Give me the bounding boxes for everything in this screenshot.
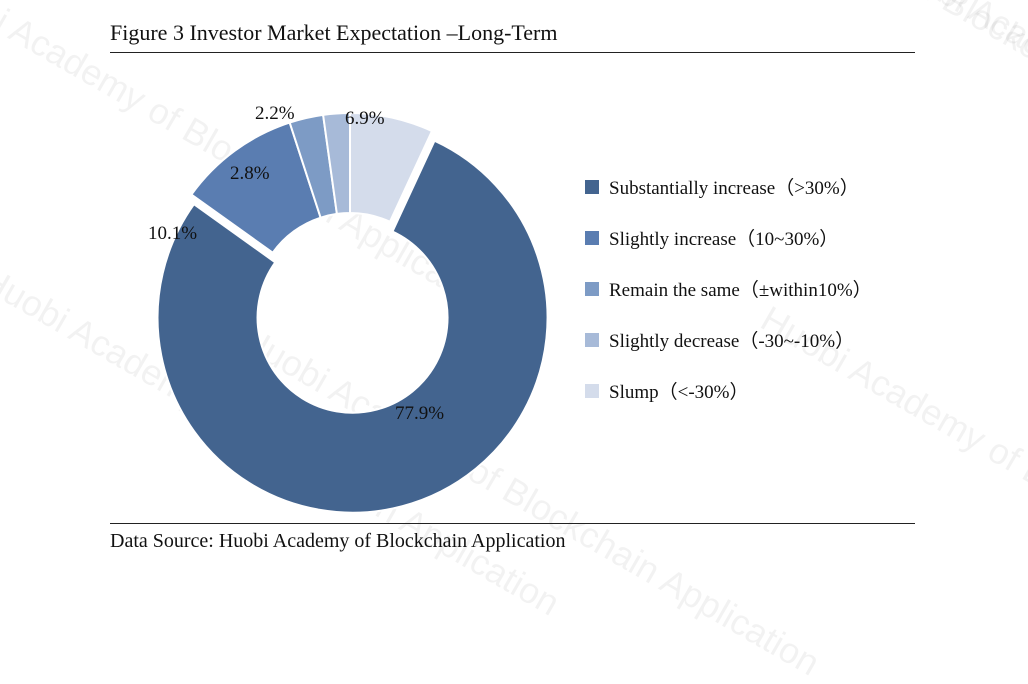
slice-value-label: 10.1% [148, 223, 197, 245]
legend-item: Substantially increase（>30%） [585, 173, 872, 200]
legend-label: Remain the same（±within10%） [609, 275, 872, 302]
legend-swatch [585, 384, 599, 398]
slice-value-label: 77.9% [395, 403, 444, 425]
legend-swatch [585, 282, 599, 296]
legend: Substantially increase（>30%） Slightly inc… [585, 173, 872, 428]
slice-value-label: 6.9% [345, 108, 385, 130]
legend-item: Remain the same（±within10%） [585, 275, 872, 302]
figure-title: Figure 3 Investor Market Expectation –Lo… [110, 20, 915, 52]
donut-chart [150, 93, 570, 538]
legend-swatch [585, 333, 599, 347]
legend-item: Slightly increase（10~30%） [585, 224, 872, 251]
legend-label: Slightly increase（10~30%） [609, 224, 838, 251]
legend-swatch [585, 180, 599, 194]
chart-area: 6.9% 77.9% 10.1% 2.8% 2.2% Substantially inc… [110, 53, 915, 523]
slice-value-label: 2.8% [230, 163, 270, 185]
legend-item: Slightly decrease（-30~-10%） [585, 326, 872, 353]
slice-value-label: 2.2% [255, 103, 295, 125]
legend-label: Slightly decrease（-30~-10%） [609, 326, 854, 353]
legend-label: Slump（<-30%） [609, 377, 749, 404]
legend-item: Slump（<-30%） [585, 377, 872, 404]
legend-label: Substantially increase（>30%） [609, 173, 859, 200]
legend-swatch [585, 231, 599, 245]
figure-frame: Figure 3 Investor Market Expectation –Lo… [110, 20, 915, 553]
